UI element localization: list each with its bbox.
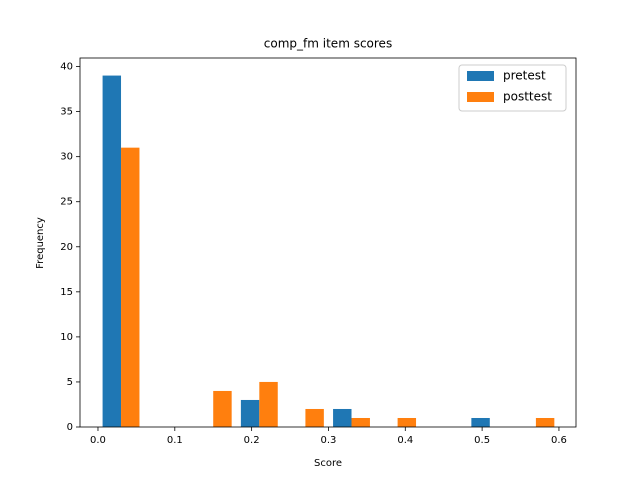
bar [397,417,417,427]
y-tick-label: 35 [60,107,73,118]
y-tick-label: 5 [67,377,73,388]
bar [121,147,140,427]
bar [259,381,278,427]
bar [333,408,352,427]
y-tick-label: 25 [60,197,73,208]
y-tick-label: 10 [60,332,73,343]
y-axis-label: Frequency [35,217,46,269]
x-tick-label: 0.6 [551,435,567,446]
bar [535,417,555,427]
bar [213,390,232,427]
x-tick-label: 0.5 [474,435,490,446]
bar [240,399,260,427]
bar [471,417,490,427]
x-tick-label: 0.4 [397,435,413,446]
y-tick-label: 20 [60,242,73,253]
x-tick-label: 0.0 [90,435,106,446]
bar [102,75,122,428]
legend-swatch [467,71,494,81]
x-tick-label: 0.1 [167,435,183,446]
y-tick-label: 40 [60,62,73,73]
axes-frame [79,57,577,428]
x-tick-label: 0.3 [321,435,337,446]
x-tick-label: 0.2 [244,435,260,446]
legend-swatch [467,92,494,102]
legend-label: posttest [503,90,552,104]
y-tick-label: 0 [67,422,73,433]
legend-label: pretest [503,69,546,83]
y-tick-label: 30 [60,152,73,163]
bar [305,408,324,427]
bar [351,417,370,427]
chart-title: comp_fm item scores [264,37,392,51]
y-tick-label: 15 [60,287,73,298]
x-axis-label: Score [314,458,342,469]
